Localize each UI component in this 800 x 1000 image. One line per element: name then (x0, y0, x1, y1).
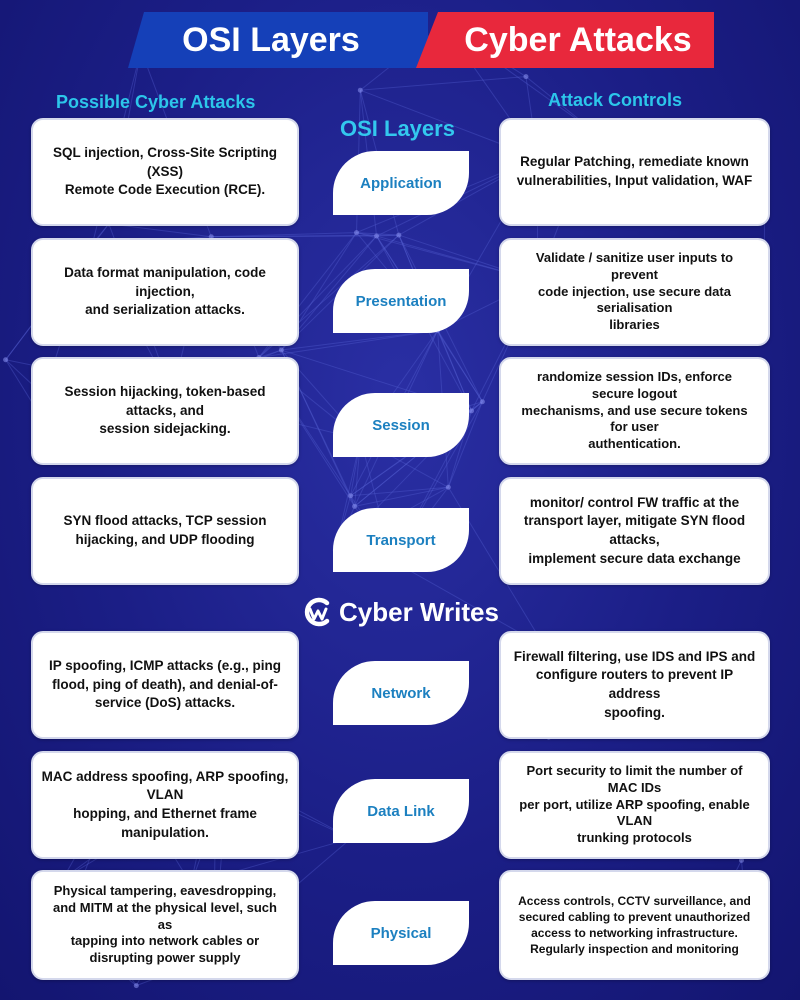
control-card-data-link: Port security to limit the number of MAC… (499, 751, 770, 859)
layer-network: Network (333, 661, 469, 725)
control-card-application: Regular Patching, remediate known vulner… (499, 118, 770, 226)
title-cyber-attacks: Cyber Attacks (464, 20, 692, 59)
control-card-physical: Access controls, CCTV surveillance, and … (499, 870, 770, 980)
layer-transport: Transport (333, 508, 469, 572)
attack-card-network: IP spoofing, ICMP attacks (e.g., ping fl… (31, 631, 299, 739)
layer-physical: Physical (333, 901, 469, 965)
layer-presentation: Presentation (333, 269, 469, 333)
cyber-writes-logo-icon (304, 597, 330, 627)
layer-session: Session (333, 393, 469, 457)
title-osi-layers: OSI Layers (182, 20, 360, 59)
attack-card-transport: SYN flood attacks, TCP session hijacking… (31, 477, 299, 585)
title-banner-attacks: Cyber Attacks (416, 12, 714, 68)
attack-card-physical: Physical tampering, eavesdropping, and M… (31, 870, 299, 980)
layer-data-link: Data Link (333, 779, 469, 843)
heading-osi-layers: OSI Layers (340, 116, 455, 141)
heading-possible-attacks: Possible Cyber Attacks (56, 92, 256, 112)
attack-card-data-link: MAC address spoofing, ARP spoofing, VLAN… (31, 751, 299, 859)
title-banner-osi: OSI Layers (128, 12, 428, 68)
attack-card-session: Session hijacking, token-based attacks, … (31, 357, 299, 465)
brand-logo: Cyber Writes (0, 590, 800, 634)
control-card-transport: monitor/ control FW traffic at the trans… (499, 477, 770, 585)
layer-application: Application (333, 151, 469, 215)
control-card-network: Firewall filtering, use IDS and IPS and … (499, 631, 770, 739)
attack-card-presentation: Data format manipulation, code injection… (31, 238, 299, 346)
heading-attack-controls: Attack Controls (548, 90, 683, 110)
brand-name: Cyber Writes (339, 596, 499, 627)
control-card-session: randomize session IDs, enforce secure lo… (499, 357, 770, 465)
attack-card-application: SQL injection, Cross-Site Scripting (XSS… (31, 118, 299, 226)
control-card-presentation: Validate / sanitize user inputs to preve… (499, 238, 770, 346)
